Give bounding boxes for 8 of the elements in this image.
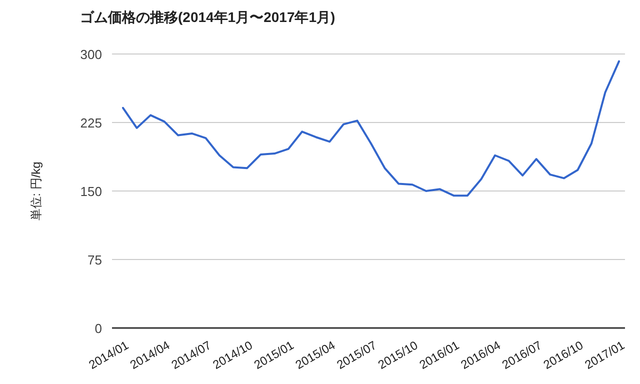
y-tick-label: 75 — [88, 252, 102, 268]
y-axis-title: 単位: 円/kg — [29, 162, 43, 220]
chart-title: ゴム価格の推移(2014年1月〜2017年1月) — [80, 9, 336, 25]
line-series — [122, 60, 620, 197]
y-tick-label: 150 — [80, 184, 102, 199]
y-tick-label: 300 — [80, 47, 102, 62]
y-tick-label: 0 — [94, 321, 102, 336]
y-tick-label: 225 — [80, 116, 102, 130]
